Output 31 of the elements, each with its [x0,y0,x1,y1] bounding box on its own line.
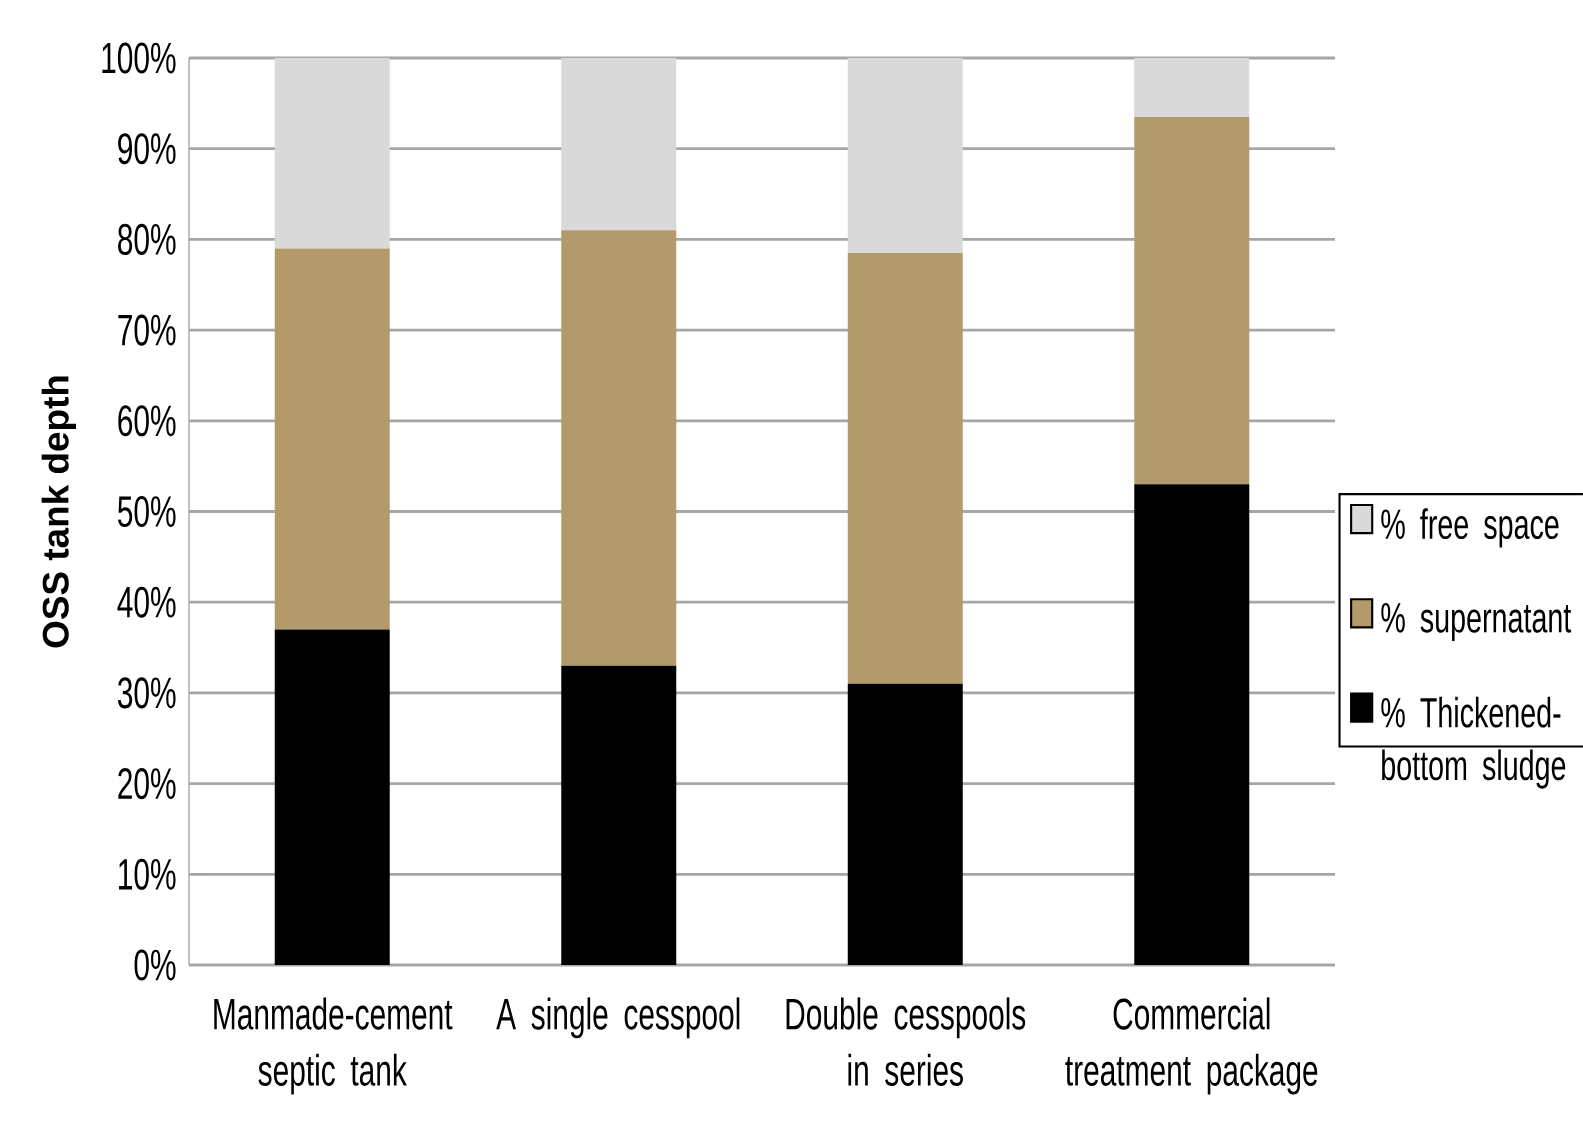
legend-label: % free space [1381,508,1559,548]
y-tick-label: 40% [117,586,176,618]
x-tick-label: Manmade-cement septic tank [214,997,453,1095]
bar [1134,57,1250,117]
bar [561,230,677,666]
y-tick-label: 0% [134,949,176,981]
x-tick-label: Double cesspools in series [786,997,1026,1086]
y-tick-label: 30% [117,677,176,709]
bar [561,57,677,231]
y-tick-label: 80% [118,223,176,255]
legend-label: % supernatant [1381,603,1572,642]
bar [274,57,390,249]
x-tick-label: A single cesspool [496,997,740,1039]
bar [1134,116,1250,485]
y-axis-title: OSS tank depth [41,376,77,648]
y-tick-label: 50% [118,495,176,528]
y-tick-label: 90% [118,133,176,165]
y-tick-label: 10% [119,858,176,890]
bar [1134,484,1250,966]
bar [561,665,677,966]
y-tick-label: 60% [118,405,176,437]
legend-label: % Thickened-bottom sludge [1381,696,1566,789]
y-tick-label: 70% [118,314,176,346]
bar [274,629,390,966]
y-tick-label: 100% [102,42,176,74]
bar [847,253,963,684]
bar [847,57,963,253]
x-tick-label: Commercial treatment package [1065,997,1318,1095]
y-tick-label: 20% [118,768,176,800]
bar [847,683,963,966]
bar [274,248,390,630]
